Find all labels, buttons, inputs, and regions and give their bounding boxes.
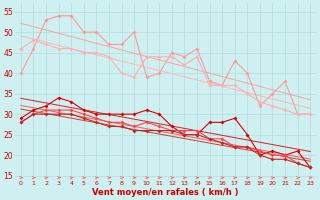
X-axis label: Vent moyen/en rafales ( km/h ): Vent moyen/en rafales ( km/h ): [92, 188, 239, 197]
